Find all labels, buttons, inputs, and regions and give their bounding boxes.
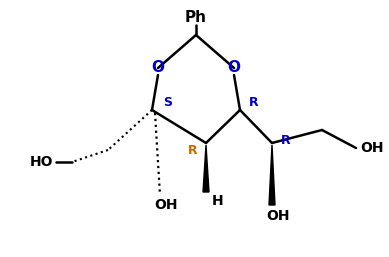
Text: R: R <box>281 134 291 148</box>
Text: O: O <box>228 60 240 76</box>
Text: H: H <box>212 194 224 208</box>
Polygon shape <box>269 145 275 205</box>
Text: R: R <box>249 96 259 109</box>
Text: O: O <box>151 60 165 76</box>
Text: OH: OH <box>360 141 384 155</box>
Text: HO: HO <box>30 155 54 169</box>
Text: Ph: Ph <box>185 11 207 25</box>
Text: R: R <box>188 143 198 157</box>
Text: OH: OH <box>266 209 290 223</box>
Text: S: S <box>163 96 172 109</box>
Polygon shape <box>203 145 209 192</box>
Text: OH: OH <box>154 198 178 212</box>
